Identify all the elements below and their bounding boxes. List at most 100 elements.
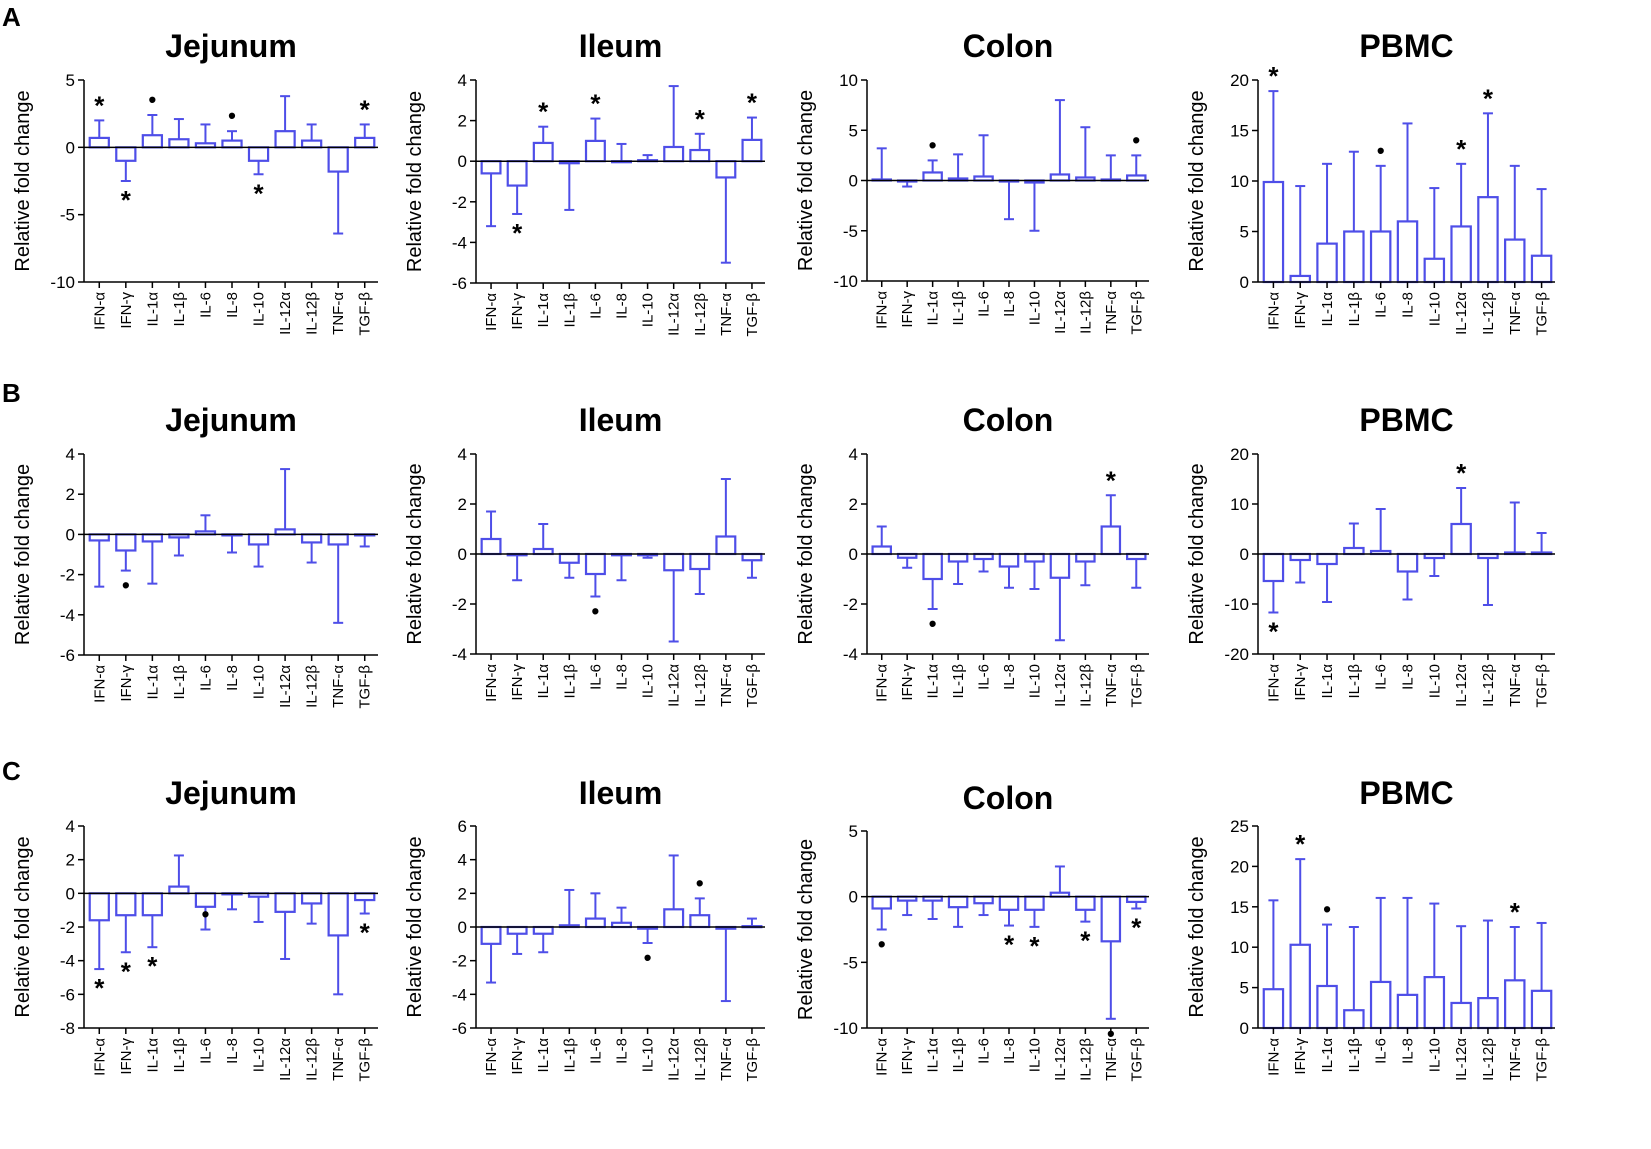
y-tick-label: -5 bbox=[843, 953, 858, 972]
bar bbox=[300, 892, 323, 905]
chart-c-colon: Colon Relative fold change 5 0 -5 -10 IFN-α IFN… bbox=[795, 780, 1149, 1082]
bar bbox=[354, 136, 376, 149]
x-tick-label: IL-12α bbox=[277, 292, 294, 335]
x-tick-label: IL-10 bbox=[251, 292, 268, 326]
x-tick-label: IL-12α bbox=[666, 664, 683, 707]
significance-marker: * bbox=[512, 218, 523, 248]
significance-marker: * bbox=[1456, 134, 1467, 164]
significance-marker: * bbox=[538, 97, 549, 127]
chart-title: Ileum bbox=[579, 775, 663, 811]
x-tick-label: IL-1α bbox=[925, 1038, 942, 1073]
x-tick-label: IL-1β bbox=[950, 1038, 967, 1073]
y-tick-label: 20 bbox=[1230, 857, 1249, 876]
bar bbox=[247, 146, 270, 162]
significance-marker: * bbox=[1004, 930, 1015, 960]
y-tick-label: -4 bbox=[452, 645, 467, 664]
significance-marker: • bbox=[122, 573, 130, 598]
x-tick-label: IL-1β bbox=[171, 292, 188, 327]
bar bbox=[1316, 984, 1338, 1030]
bar bbox=[141, 134, 164, 149]
x-tick-label: IL-6 bbox=[197, 665, 214, 691]
x-tick-label: IL-10 bbox=[1026, 1038, 1043, 1072]
x-tick-label: IL-8 bbox=[1400, 664, 1417, 690]
x-tick-label: IL-1α bbox=[144, 1038, 161, 1073]
x-tick-label: IL-12β bbox=[1077, 664, 1094, 707]
x-tick-label: IL-1α bbox=[144, 665, 161, 700]
x-tick-label: TGF-β bbox=[1534, 1038, 1551, 1082]
bar bbox=[558, 552, 580, 564]
significance-marker: * bbox=[1268, 617, 1279, 647]
chart-title: PBMC bbox=[1359, 775, 1453, 811]
y-axis-label: Relative fold change bbox=[12, 836, 34, 1017]
bar bbox=[663, 908, 685, 929]
significance-marker: • bbox=[644, 945, 652, 970]
y-tick-label: -4 bbox=[60, 952, 75, 971]
x-tick-label: IL-12α bbox=[666, 293, 683, 336]
x-tick-label: IL-10 bbox=[251, 665, 268, 699]
x-tick-label: TGF-β bbox=[744, 1038, 761, 1082]
bar bbox=[480, 160, 502, 175]
y-tick-label: 5 bbox=[849, 822, 858, 841]
bar bbox=[689, 914, 711, 929]
x-tick-label: IFN-γ bbox=[899, 664, 916, 701]
y-tick-label: 15 bbox=[1230, 898, 1249, 917]
y-tick-label: 2 bbox=[849, 495, 858, 514]
chart-b-jejunum: Jejunum Relative fold change 4 2 0 -2 -4 -6 IFN-… bbox=[12, 402, 378, 709]
x-tick-label: IL-8 bbox=[224, 1038, 241, 1064]
y-tick-label: 0 bbox=[458, 152, 467, 171]
bar bbox=[88, 136, 110, 149]
x-tick-label: TGF-β bbox=[744, 293, 761, 337]
bar bbox=[327, 892, 349, 937]
chart-b-ileum: Ileum Relative fold change 4 2 0 -2 -4 IFN-α IFN… bbox=[404, 402, 765, 708]
y-tick-label: 2 bbox=[66, 485, 75, 504]
x-tick-label: IL-1α bbox=[925, 291, 942, 326]
y-tick-label: 5 bbox=[849, 121, 858, 140]
bar bbox=[1126, 895, 1147, 904]
chart-title: Colon bbox=[963, 780, 1054, 816]
significance-marker: * bbox=[747, 88, 758, 118]
x-tick-label: IL-1β bbox=[171, 1038, 188, 1073]
x-tick-label: IL-8 bbox=[1001, 1038, 1018, 1064]
y-tick-label: 5 bbox=[1240, 223, 1249, 242]
x-tick-label: IFN-γ bbox=[509, 1038, 526, 1075]
y-tick-label: -10 bbox=[50, 273, 75, 292]
significance-marker: * bbox=[94, 973, 105, 1003]
y-tick-label: -4 bbox=[452, 233, 467, 252]
chart-title: PBMC bbox=[1359, 28, 1453, 64]
x-tick-label: IL-1α bbox=[925, 664, 942, 699]
bar bbox=[1423, 975, 1446, 1030]
x-tick-label: TGF-β bbox=[744, 664, 761, 708]
x-tick-label: TGF-β bbox=[1534, 292, 1551, 336]
x-tick-label: IL-12α bbox=[1052, 291, 1069, 334]
x-tick-label: TGF-β bbox=[357, 292, 374, 336]
y-tick-label: -10 bbox=[833, 1019, 858, 1038]
x-tick-label: IL-6 bbox=[587, 293, 604, 319]
x-tick-label: IL-10 bbox=[1426, 292, 1443, 326]
y-axis-label: Relative fold change bbox=[404, 463, 426, 644]
y-tick-label: -4 bbox=[452, 985, 467, 1004]
x-tick-label: IL-12α bbox=[1453, 664, 1470, 707]
x-tick-label: IL-1β bbox=[561, 1038, 578, 1073]
y-tick-label: 15 bbox=[1230, 122, 1249, 141]
bar bbox=[1262, 180, 1285, 284]
chart-a-colon: Colon Relative fold change 10 5 0 -5 -10 IFN-α I… bbox=[795, 28, 1149, 335]
significance-marker: • bbox=[592, 599, 600, 624]
y-axis-label: Relative fold change bbox=[795, 839, 817, 1020]
significance-marker: • bbox=[1377, 138, 1385, 163]
y-tick-label: -6 bbox=[60, 646, 75, 665]
y-tick-label: 5 bbox=[1240, 979, 1249, 998]
x-tick-label: IL-8 bbox=[224, 665, 241, 691]
bar bbox=[1369, 230, 1392, 284]
bar bbox=[1262, 988, 1285, 1030]
bar bbox=[221, 139, 243, 149]
y-tick-label: -4 bbox=[843, 645, 858, 664]
bar bbox=[115, 892, 137, 917]
significance-marker: * bbox=[253, 178, 264, 208]
bar bbox=[1075, 895, 1096, 911]
chart-b-colon: Colon Relative fold change 4 2 0 -2 -4 IFN-α IFN… bbox=[795, 402, 1149, 708]
x-tick-label: IFN-α bbox=[91, 292, 108, 330]
x-tick-label: IL-12β bbox=[692, 293, 709, 336]
x-tick-label: IFN-α bbox=[483, 293, 500, 331]
y-tick-label: 4 bbox=[66, 817, 75, 836]
